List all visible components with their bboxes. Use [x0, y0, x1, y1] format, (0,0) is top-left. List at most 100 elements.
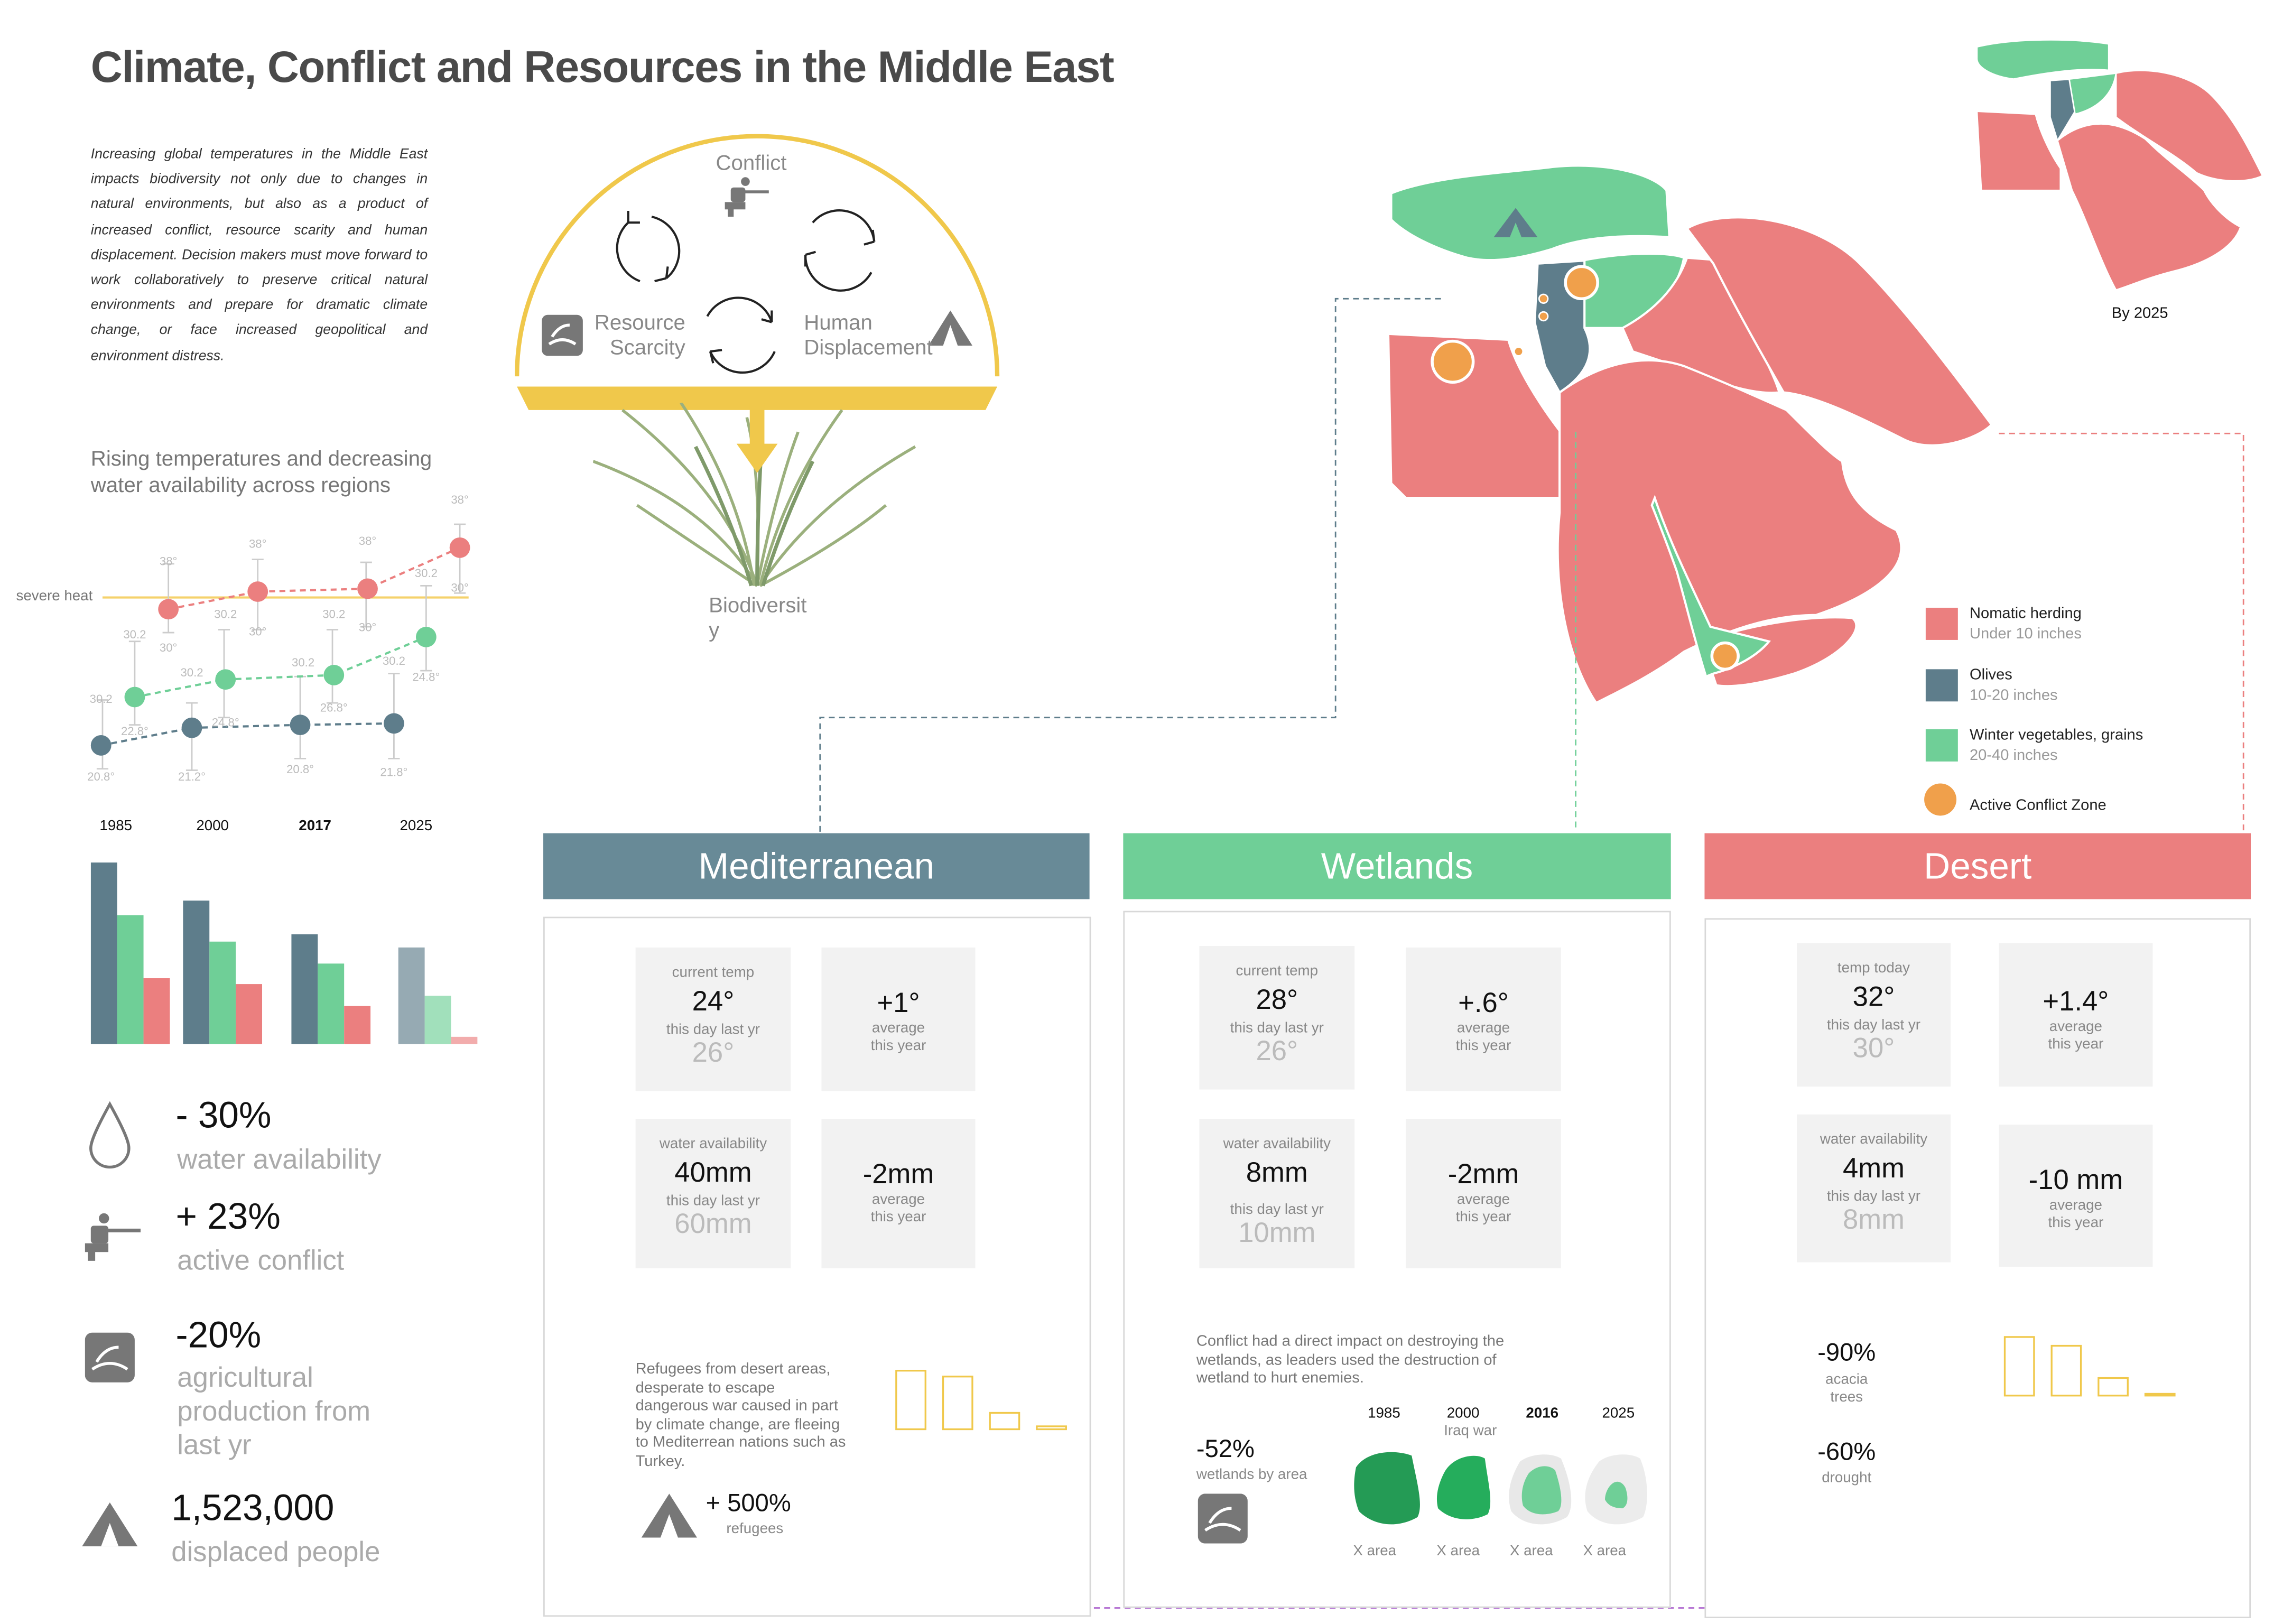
- tick-label: 30°: [451, 581, 469, 594]
- med-water-prev: 60mm: [674, 1209, 752, 1241]
- des-water-change-card: -10 mm average this year: [1999, 1125, 2153, 1267]
- mini-map-2025: [1976, 39, 2263, 291]
- wetland-area-shapes: [1354, 1452, 1647, 1525]
- des-acacia-line2: trees: [1830, 1389, 1863, 1406]
- med-water-change-value: -2mm: [862, 1159, 934, 1191]
- cycle-resource-label: Resource Scarcity: [589, 312, 685, 361]
- med-temp-value: 24°: [692, 987, 735, 1018]
- wet-year-1985: 1985: [1368, 1406, 1400, 1422]
- cycle-human-line1: Human: [804, 312, 873, 336]
- des-water-value: 4mm: [1842, 1154, 1905, 1185]
- wet-water-change-line2: this year: [1455, 1209, 1511, 1226]
- series-line: [168, 546, 460, 610]
- bar: [344, 1006, 371, 1044]
- tick-label: 30.2: [383, 654, 405, 667]
- legend-herding-sub: Under 10 inches: [1969, 625, 2082, 643]
- wet-water-prev: 10mm: [1238, 1218, 1316, 1249]
- panel-wetlands-header: Wetlands: [1123, 833, 1671, 899]
- med-note: Refugees from desert areas, desperate to…: [635, 1360, 846, 1470]
- cycle-human-label: Human Displacement: [804, 312, 950, 361]
- tent-icon: [82, 1502, 138, 1547]
- panel-mediterranean: [543, 916, 1091, 1617]
- tent-icon: [928, 310, 972, 346]
- intro-paragraph: Increasing global temperatures in the Mi…: [90, 146, 428, 364]
- outline-bar: [1036, 1425, 1067, 1431]
- wetland-shape-1985: [1354, 1452, 1420, 1525]
- wet-area-3: X area: [1509, 1543, 1553, 1560]
- wetland-shape-2000: [1436, 1455, 1491, 1519]
- cycle-arrows: [616, 209, 876, 374]
- temp-chart-title: Rising temperatures and decreasing water…: [91, 448, 457, 499]
- tick-label: 38°: [359, 534, 377, 547]
- temp-chart-title-line2: water availability across regions: [90, 474, 391, 497]
- des-temp-prev: 30°: [1852, 1034, 1895, 1065]
- des-water-prev: 8mm: [1842, 1205, 1905, 1236]
- wet-temp-value: 28°: [1256, 985, 1298, 1017]
- farm-icon: [85, 1332, 135, 1382]
- outline-bar: [895, 1369, 926, 1431]
- outline-bar: [2050, 1344, 2082, 1397]
- series-point: [449, 537, 470, 558]
- series-point: [158, 599, 179, 620]
- arrow-left: [616, 221, 641, 282]
- series-point: [90, 735, 112, 756]
- des-temp-change-value: +1.4°: [2043, 987, 2109, 1018]
- bar: [90, 862, 117, 1044]
- wet-loss-label: wetlands by area: [1196, 1467, 1307, 1484]
- tick-label: 30.2: [292, 656, 314, 669]
- med-water-change-card: -2mm average this year: [821, 1119, 976, 1268]
- stat-agri-label-line1: agricultural: [177, 1363, 313, 1394]
- wet-year-2000: 2000: [1446, 1406, 1480, 1422]
- wet-temp-change-value: +.6°: [1458, 988, 1509, 1019]
- bar: [398, 947, 425, 1044]
- med-water-sub: this day last yr: [666, 1193, 760, 1210]
- stat-agri-label-line3: last yr: [177, 1431, 252, 1462]
- med-temp-card: current temp 24° this day last yr 26°: [635, 947, 791, 1091]
- legend-swatch-vegetables: [1925, 729, 1958, 762]
- des-temp-change-card: +1.4° average this year: [1999, 943, 2153, 1087]
- legend-conflict-title: Active Conflict Zone: [1969, 796, 2106, 814]
- grass-illustration: [593, 403, 916, 587]
- legend-herding-title: Nomatic herding: [1969, 605, 2082, 623]
- wet-water-sub: this day last yr: [1230, 1202, 1324, 1219]
- wet-area-4: X area: [1583, 1543, 1627, 1560]
- cycle-human-line2: Displacement: [804, 337, 933, 360]
- bar: [117, 915, 144, 1044]
- tick-label: 30.2: [123, 628, 146, 641]
- stat-water-label: water availability: [177, 1145, 382, 1176]
- tick-label: 21.8°: [380, 766, 407, 779]
- tick-label: 24.8°: [412, 671, 440, 684]
- bar: [183, 901, 210, 1044]
- des-water-card: water availability 4mm this day last yr …: [1797, 1114, 1951, 1263]
- des-acacia-line1: acacia: [1825, 1372, 1868, 1388]
- water-drop-icon: [89, 1101, 131, 1169]
- down-arrow-icon: [736, 403, 778, 474]
- middle-east-map: [1387, 164, 1993, 704]
- des-drought-label: drought: [1822, 1470, 1872, 1487]
- wet-water-card: water availability 8mm this day last yr …: [1199, 1119, 1355, 1268]
- med-water-change-line2: this year: [870, 1209, 926, 1226]
- wet-temp-change-card: +.6° average this year: [1406, 947, 1561, 1091]
- conflict-zones: [1431, 265, 1740, 671]
- cycle-biodiversity-label: Biodiversit y: [709, 595, 806, 644]
- des-temp-change-line2: this year: [2048, 1036, 2104, 1053]
- temp-chart-title-line1: Rising temperatures and decreasing: [90, 448, 432, 472]
- med-temp-change-line2: this year: [870, 1038, 926, 1055]
- legend-swatch-olives: [1925, 669, 1958, 702]
- med-refugees-label: refugees: [726, 1521, 784, 1538]
- series-point: [323, 665, 345, 685]
- stat-agri-label: agricultural production from last yr: [177, 1362, 370, 1463]
- cycle-resource-line1: Resource: [594, 312, 685, 336]
- des-water-change-value: -10 mm: [2028, 1165, 2123, 1196]
- tick-label: 30.2: [180, 666, 203, 679]
- wet-water-change-card: -2mm average this year: [1406, 1119, 1561, 1268]
- des-water-label: water availability: [1820, 1131, 1928, 1148]
- wet-temp-prev: 26°: [1256, 1036, 1298, 1068]
- wet-loss-value: -52%: [1196, 1435, 1255, 1463]
- des-temp-change-line1: average: [2049, 1019, 2102, 1036]
- cycle-diagram: [515, 134, 1000, 410]
- outline-bar: [2003, 1336, 2035, 1397]
- stat-water-value: - 30%: [175, 1095, 272, 1137]
- wet-temp-change-line1: average: [1456, 1020, 1510, 1037]
- series-point: [124, 686, 145, 708]
